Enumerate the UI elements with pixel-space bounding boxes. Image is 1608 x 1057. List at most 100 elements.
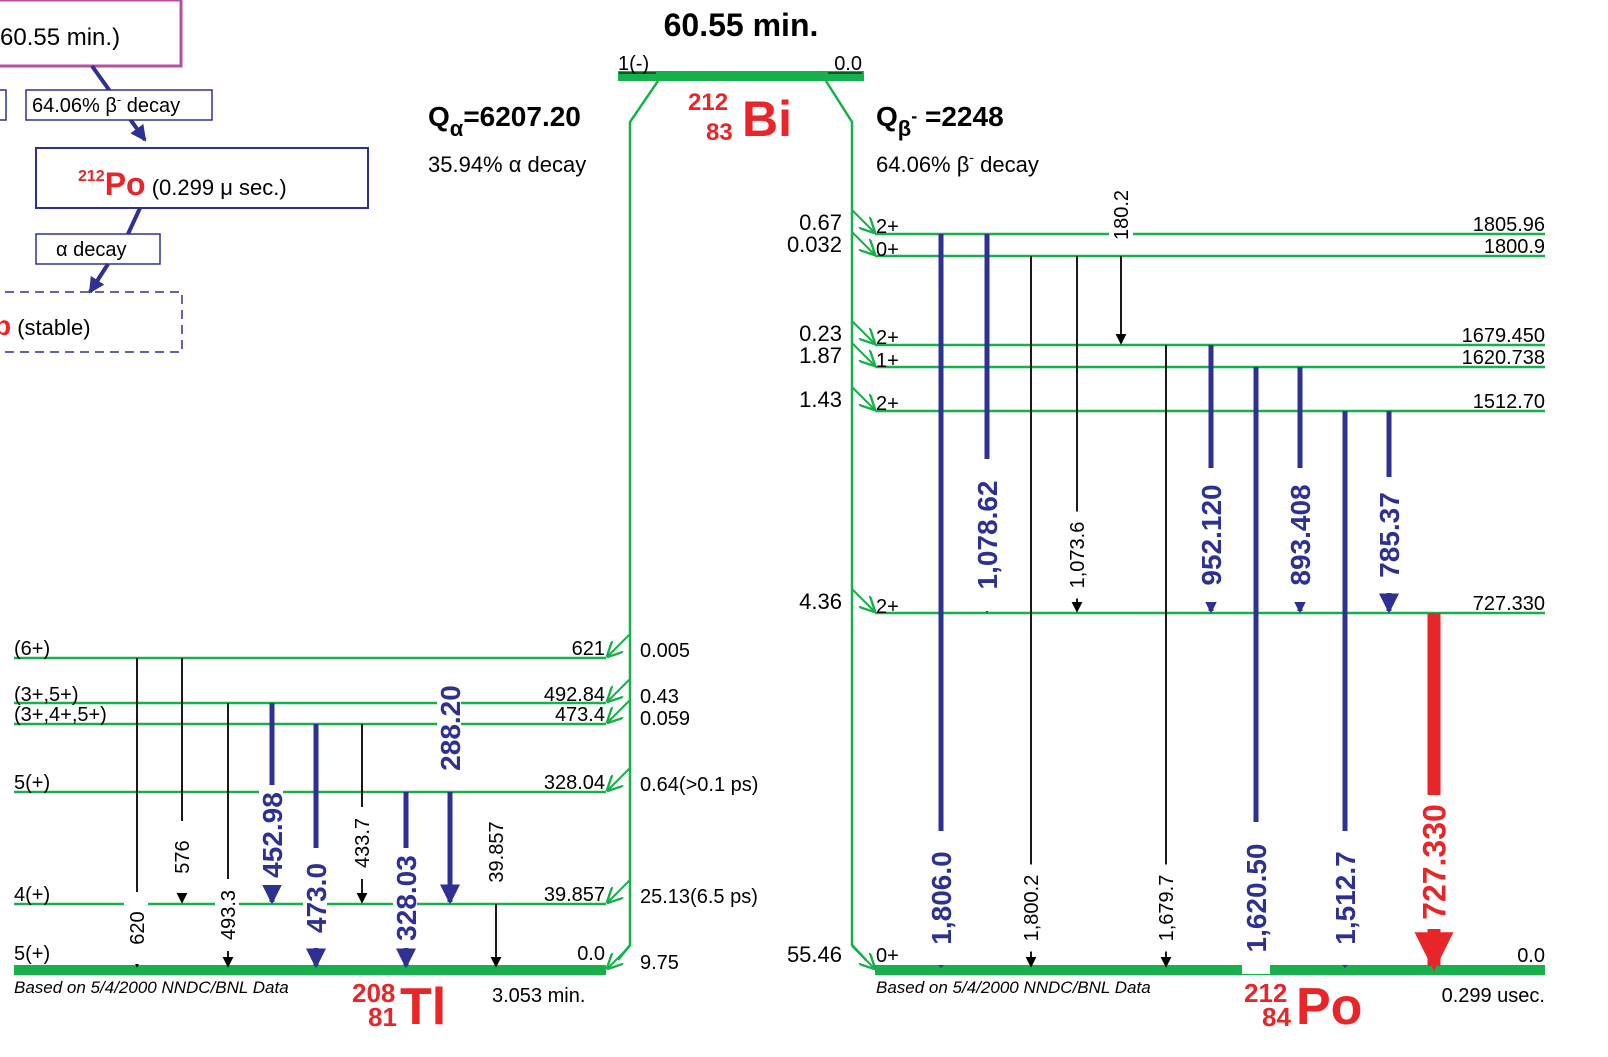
tl-level-328.04: 5(+) 328.04 0.64(>0.1 ps) xyxy=(14,767,758,796)
po-gamma-label: 952.120 xyxy=(1196,484,1227,585)
po-gamma-label: 1,620.50 xyxy=(1241,844,1272,953)
tl-feed-arrow xyxy=(608,699,631,722)
tl-ground-line xyxy=(14,965,606,975)
tl-gamma-label-bg xyxy=(169,821,193,893)
tl-gamma-label-bg xyxy=(437,678,461,778)
po-gamma-label-bg xyxy=(1416,795,1452,929)
beta-fraction: 64.06% β- decay xyxy=(876,149,1039,177)
tl-level-energy: 39.857 xyxy=(544,884,605,906)
po-gamma-label: 727.330 xyxy=(1417,804,1453,920)
po-level-branch: 55.46 xyxy=(787,942,842,967)
po-source-note: Based on 5/4/2000 NNDC/BNL Data xyxy=(876,978,1151,997)
tl-gamma-label: 433.7 xyxy=(352,818,374,868)
po-gamma-label-bg xyxy=(1197,468,1225,602)
po-level-branch: 1.43 xyxy=(799,387,842,412)
tl-gamma-label: 473.0 xyxy=(301,863,332,933)
svg-text:212: 212 xyxy=(1244,978,1287,1008)
po-gamma-952.120: 952.120 xyxy=(1196,345,1227,614)
svg-text:208: 208 xyxy=(352,978,395,1008)
po-gamma-label-bg xyxy=(1065,511,1089,599)
tl-level-branch: 0.43 xyxy=(640,686,679,708)
po-gamma-label-bg xyxy=(973,459,1001,611)
tl-level-energy: 473.4 xyxy=(555,704,605,726)
po-level-1512.70: 2+ 1512.70 1.43 xyxy=(799,386,1545,415)
tl-level-energy: 0.0 xyxy=(577,943,605,965)
parent-spin: 1(-) xyxy=(618,53,649,75)
tl-gamma-493.3: 493.3 xyxy=(215,703,240,968)
tl-gamma-433.7: 433.7 xyxy=(349,724,374,904)
decay-chain: 60.55 min.) 64.06% β- decay 212Po (0.299… xyxy=(0,0,369,353)
alpha-q-value: Qα=6207.20 35.94% α decay xyxy=(428,101,586,177)
tl-level-621: (6+) 621 0.005 xyxy=(14,633,690,662)
po-level-energy: 0.0 xyxy=(1517,945,1545,967)
tl-level-energy: 328.04 xyxy=(544,772,605,794)
tl-level-spin: (6+) xyxy=(14,638,50,660)
parent-nuclide-symbol: Bi xyxy=(742,91,792,147)
po-gamma-180.2: 180.2 xyxy=(1109,182,1133,345)
po-gamma-label: 180.2 xyxy=(1111,190,1133,240)
tl-gamma-label-bg xyxy=(393,848,417,948)
po-gamma-1,078.62: 1,078.62 xyxy=(972,234,1003,614)
alpha-fraction: 35.94% α decay xyxy=(428,152,586,177)
alpha-chain-box xyxy=(35,233,161,265)
po-gamma-label-bg xyxy=(1286,468,1314,602)
po-level-energy: 1512.70 xyxy=(1473,391,1545,413)
tl-feed-arrow xyxy=(608,767,631,790)
tl-gamma-620: 620 xyxy=(124,658,149,968)
po-gamma-label: 1,800.2 xyxy=(1021,875,1043,942)
po-gamma-label: 893.408 xyxy=(1285,484,1316,585)
po-gamma-label: 1,078.62 xyxy=(972,481,1003,590)
po-level-spin: 2+ xyxy=(876,216,899,238)
tl-level-branch: 0.005 xyxy=(640,640,690,662)
tl-gamma-label: 493.3 xyxy=(218,890,240,940)
tl-feed-arrow xyxy=(608,945,631,968)
beta-chain-box xyxy=(25,89,213,121)
tl-gamma-label-bg xyxy=(303,848,327,948)
po-level-spin: 2+ xyxy=(876,393,899,415)
svg-text:81: 81 xyxy=(368,1002,397,1032)
tl-level-473.4: (3+,4+,5+) 473.4 0.059 xyxy=(14,699,690,730)
stable-chain-label: b (stable) xyxy=(0,310,91,341)
po-gamma-label: 1,806.0 xyxy=(926,851,957,944)
po-gamma-893.408: 893.408 xyxy=(1285,367,1316,614)
chain-alpha-arrow-upper xyxy=(126,207,142,235)
po-feed-arrow xyxy=(851,945,874,968)
po-level-branch: 0.67 xyxy=(799,210,842,235)
tl-gamma-39.857: 39.857 xyxy=(483,816,508,968)
tl-nuclide-label: 208 81 Tl xyxy=(352,978,446,1036)
parent-nuclide: 212 xyxy=(688,89,728,116)
tl-level-energy: 492.84 xyxy=(544,684,605,706)
beta-q-value: Qβ- =2248 64.06% β- decay xyxy=(876,101,1039,177)
po-level-branch: 4.36 xyxy=(799,589,842,614)
po-level-spin: 2+ xyxy=(876,596,899,618)
tl-level-spin: (3+,4+,5+) xyxy=(14,704,107,726)
po-feed-arrow xyxy=(851,320,874,343)
tl-feed-arrow xyxy=(608,678,631,701)
parent-level-line xyxy=(618,71,864,81)
po-gamma-label-bg xyxy=(1375,477,1403,593)
po-feed-arrow xyxy=(851,231,874,254)
po-level-1620.738: 1+ 1620.738 1.87 xyxy=(799,342,1545,372)
po-gamma-1,512.7: 1,512.7 xyxy=(1330,411,1361,969)
po-level-spin: 0+ xyxy=(876,239,899,261)
parent-chain-box xyxy=(0,0,183,68)
po-gamma-1,073.6: 1,073.6 xyxy=(1065,256,1089,613)
tl-level-spin: 4(+) xyxy=(14,884,50,906)
po-level-0.0: 0+ 0.0 55.46 xyxy=(787,942,1545,975)
po-level-1800.9: 0+ 1800.9 0.032 xyxy=(787,231,1545,261)
tl-source-note: Based on 5/4/2000 NNDC/BNL Data xyxy=(14,978,289,997)
parent-energy: 0.0 xyxy=(834,53,862,75)
tl-gamma-label-bg xyxy=(259,785,283,885)
po-level-1805.96: 2+ 1805.96 0.67 xyxy=(799,209,1545,238)
po-gamma-785.37: 785.37 xyxy=(1374,411,1405,614)
po-level-branch: 0.032 xyxy=(787,232,842,257)
po-gamma-label-bg xyxy=(1242,822,1270,974)
tl208-level-scheme: (6+) 621 0.005 (3+,5+) 492.84 0.43 (3+,4+,5+) 4… xyxy=(14,633,758,975)
beta-chain-label: 64.06% β- decay xyxy=(32,92,180,117)
tl-level-0.0: 5(+) 0.0 9.75 xyxy=(14,943,679,975)
po-level-energy: 1800.9 xyxy=(1484,236,1545,258)
stable-chain-box xyxy=(0,291,183,353)
po-level-energy: 1620.738 xyxy=(1462,347,1545,369)
tl-level-branch: 25.13(6.5 ps) xyxy=(640,886,758,908)
svg-text:Qβ- =2248: Qβ- =2248 xyxy=(876,101,1004,141)
